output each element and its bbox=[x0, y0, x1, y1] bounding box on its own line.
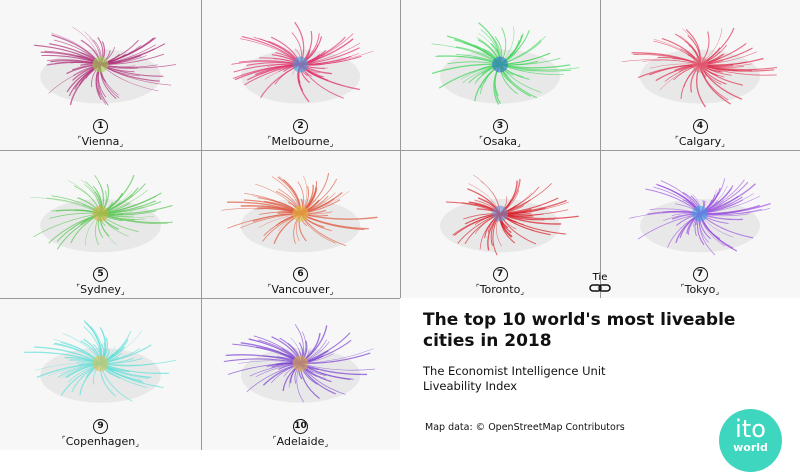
road-network-map bbox=[440, 174, 579, 256]
city-label: 2Melbourne bbox=[201, 118, 400, 148]
city-name: Adelaide bbox=[201, 435, 400, 448]
subtitle-line-1: The Economist Intelligence Unit bbox=[423, 364, 606, 378]
city-name: Sydney bbox=[0, 283, 201, 296]
rank-badge: 6 bbox=[293, 267, 308, 282]
rank-badge: 2 bbox=[293, 119, 308, 134]
subtitle: The Economist Intelligence Unit Liveabil… bbox=[423, 364, 606, 394]
city-label: 5Sydney bbox=[0, 266, 201, 296]
city-cell-tokyo: 7Tokyo bbox=[600, 150, 800, 298]
city-name: Osaka bbox=[400, 135, 600, 148]
city-cell-vancouver: 6Vancouver bbox=[201, 150, 400, 298]
city-cell-copenhagen: 9Copenhagen bbox=[0, 298, 201, 450]
road-network-map bbox=[24, 320, 176, 403]
city-cell-vienna: 1Vienna bbox=[0, 0, 201, 150]
city-name: Tokyo bbox=[600, 283, 800, 296]
page-title: The top 10 world's most liveable cities … bbox=[423, 310, 736, 351]
grid-divider bbox=[600, 0, 601, 298]
city-label: 7Tokyo bbox=[600, 266, 800, 296]
rank-badge: 5 bbox=[93, 267, 108, 282]
road-network-map bbox=[223, 324, 376, 403]
city-label: 1Vienna bbox=[0, 118, 201, 148]
tie-indicator: Tie bbox=[585, 272, 615, 296]
city-label: 10Adelaide bbox=[201, 418, 400, 448]
ito-world-logo: ito world bbox=[719, 409, 782, 472]
subtitle-line-2: Liveability Index bbox=[423, 379, 518, 393]
rank-badge: 7 bbox=[492, 267, 508, 282]
city-name: Calgary bbox=[600, 135, 800, 148]
grid-divider bbox=[201, 0, 202, 450]
city-cell-adelaide: 10Adelaide bbox=[201, 298, 400, 450]
rank-badge: 3 bbox=[492, 119, 508, 134]
road-network-map bbox=[221, 172, 378, 253]
city-cell-calgary: 4Calgary bbox=[600, 0, 800, 150]
info-panel: The top 10 world's most liveable cities … bbox=[400, 298, 800, 472]
city-cell-osaka: 3Osaka bbox=[400, 0, 600, 150]
rank-badge: 7 bbox=[692, 267, 708, 282]
map-credit: Map data: © OpenStreetMap Contributors bbox=[425, 422, 625, 433]
city-label: 9Copenhagen bbox=[0, 418, 201, 448]
road-network-map bbox=[431, 22, 580, 105]
road-network-map bbox=[34, 26, 177, 106]
city-name: Toronto bbox=[400, 283, 600, 296]
city-name: Copenhagen bbox=[0, 435, 201, 448]
grid-divider bbox=[400, 0, 401, 298]
city-name: Vienna bbox=[0, 135, 201, 148]
city-label: 7Toronto bbox=[400, 266, 600, 296]
tie-label: Tie bbox=[592, 272, 608, 283]
city-cell-sydney: 5Sydney bbox=[0, 150, 201, 298]
chain-link-icon bbox=[589, 284, 611, 292]
city-label: 4Calgary bbox=[600, 118, 800, 148]
rank-badge: 1 bbox=[93, 119, 108, 134]
city-name: Vancouver bbox=[201, 283, 400, 296]
city-cell-toronto: 7Toronto bbox=[400, 150, 600, 298]
grid-divider bbox=[0, 150, 800, 151]
city-name: Melbourne bbox=[201, 135, 400, 148]
city-label: 3Osaka bbox=[400, 118, 600, 148]
city-label: 6Vancouver bbox=[201, 266, 400, 296]
road-network-map bbox=[621, 27, 778, 108]
road-network-map bbox=[628, 178, 771, 256]
road-network-map bbox=[30, 174, 173, 253]
city-cell-melbourne: 2Melbourne bbox=[201, 0, 400, 150]
rank-badge: 9 bbox=[93, 419, 108, 434]
rank-badge: 10 bbox=[293, 419, 308, 434]
rank-badge: 4 bbox=[692, 119, 708, 134]
road-network-map bbox=[231, 21, 374, 104]
